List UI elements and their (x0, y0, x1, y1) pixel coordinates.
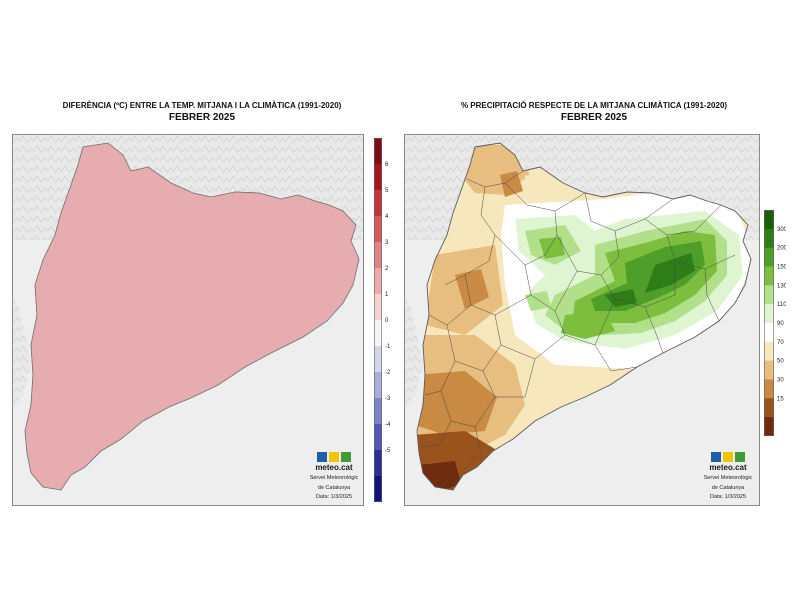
temperature-map-title-text: DIFERÈNCIA (ºC) ENTRE LA TEMP. MITJANA I… (62, 101, 342, 110)
temperature-legend: 6 5 4 3 2 1 0 -1 -2 -3 -4 -5 (374, 138, 394, 502)
temperature-legend-tick-label: -4 (385, 422, 391, 428)
temperature-legend-tick-label: 3 (385, 240, 389, 246)
logo-org-line2: de Catalunya (711, 484, 745, 491)
precipitation-legend-tick-label: 110 (777, 302, 786, 308)
temperature-map-title: DIFERÈNCIA (ºC) ENTRE LA TEMP. MITJANA I… (10, 100, 394, 124)
temperature-legend-swatch-4 (374, 242, 382, 269)
precipitation-legend-swatch-11 (764, 417, 774, 436)
precipitation-map-canvas (405, 135, 759, 505)
precipitation-legend-swatch-2 (764, 247, 774, 267)
precipitation-legend-swatch-1 (764, 228, 774, 249)
precipitation-legend-swatch-3 (764, 266, 774, 286)
temperature-legend-swatch-3 (374, 216, 382, 243)
temperature-legend-swatch-7 (374, 320, 382, 347)
temperature-legend-tick-label: -2 (385, 370, 391, 376)
precipitation-legend-tick-label: 90 (777, 321, 784, 327)
temperature-map-canvas (13, 135, 363, 505)
precipitation-legend-swatch-4 (764, 285, 774, 305)
precipitation-legend-tick-label: 50 (777, 359, 784, 365)
precipitation-legend-swatch-9 (764, 379, 774, 399)
precipitation-legend-frame (764, 210, 774, 436)
temperature-legend-tick-label: 5 (385, 188, 389, 194)
relief-west (13, 295, 31, 410)
meteocat-logo-temperature: meteo.cat Servei Meteorològic de Catalun… (302, 452, 366, 500)
temperature-legend-tick-label: -5 (385, 448, 391, 454)
precipitation-legend-swatch-5 (764, 304, 774, 324)
temperature-legend-tick-label: 2 (385, 266, 389, 272)
temperature-legend-frame (374, 138, 382, 502)
precipitation-legend-tick-label: 15 (777, 396, 784, 402)
precipitation-panel: % PRECIPITACIÓ RESPECTE DE LA MITJANA CL… (402, 100, 786, 508)
precipitation-legend-tick-label: 70 (777, 340, 784, 346)
temperature-legend-tick-label: -3 (385, 396, 391, 402)
precipitation-legend-swatch-6 (764, 323, 774, 343)
temperature-legend-swatch-6 (374, 294, 382, 321)
precipitation-legend-tick-label: 150 (777, 265, 786, 271)
meteocat-logo-icon (302, 452, 366, 462)
map-date: Data: 1/3/2025 (315, 494, 353, 500)
map-date: Data: 1/3/2025 (709, 494, 747, 500)
temperature-legend-tick-label: 0 (385, 318, 389, 324)
logo-org-line1: Servei Meteorològic (703, 475, 753, 481)
logo-brand-text: meteo.cat (315, 463, 353, 472)
temperature-map (12, 134, 364, 506)
precipitation-legend-swatch-7 (764, 341, 774, 362)
logo-org-line1: Servei Meteorològic (309, 475, 359, 481)
precipitation-legend-swatch-0 (764, 210, 774, 230)
logo-brand-text: meteo.cat (709, 463, 747, 472)
precipitation-legend-tick-label: 130 (777, 283, 786, 289)
temperature-legend-swatch-5 (374, 268, 382, 295)
precipitation-map-title-text: % PRECIPITACIÓ RESPECTE DE LA MITJANA CL… (460, 101, 728, 110)
temperature-legend-swatch-9 (374, 372, 382, 399)
temperature-colorbar: 6 5 4 3 2 1 0 -1 -2 -3 -4 -5 (374, 138, 391, 502)
temperature-legend-swatch-13 (374, 476, 382, 502)
precipitation-legend-tick-label: 200 (777, 246, 786, 252)
meteocat-logo-icon (696, 452, 760, 462)
catalonia-outline (416, 142, 752, 491)
temperature-legend-swatch-2 (374, 190, 382, 217)
temperature-legend-tick-label: 6 (385, 162, 389, 168)
precipitation-map-month: FEBRER 2025 (560, 112, 628, 123)
precipitation-legend-tick-label: 300 (777, 227, 786, 233)
temperature-legend-swatch-11 (374, 424, 382, 451)
temperature-legend-swatch-12 (374, 450, 382, 477)
temperature-legend-swatch-1 (374, 164, 382, 191)
precipitation-map-title: % PRECIPITACIÓ RESPECTE DE LA MITJANA CL… (402, 100, 786, 124)
relief-east (742, 165, 759, 201)
relief-west (405, 295, 423, 410)
logo-org-line2: de Catalunya (317, 484, 351, 491)
meteocat-logo-precipitation: meteo.cat Servei Meteorològic de Catalun… (696, 452, 760, 500)
temperature-legend-swatch-10 (374, 398, 382, 425)
precipitation-legend-swatch-8 (764, 360, 774, 380)
temperature-legend-swatch-0 (374, 138, 382, 165)
comarca-boundaries (420, 170, 736, 470)
temperature-legend-tick-label: -1 (385, 344, 391, 350)
temperature-legend-tick-label: 4 (385, 214, 389, 220)
precipitation-legend: 300 200 150 130 110 90 70 50 30 15 (764, 210, 786, 436)
precipitation-legend-tick-label: 30 (777, 378, 784, 384)
temperature-anomaly-panel: DIFERÈNCIA (ºC) ENTRE LA TEMP. MITJANA I… (10, 100, 394, 508)
precipitation-legend-swatch-10 (764, 398, 774, 418)
temperature-map-month: FEBRER 2025 (168, 112, 236, 123)
precipitation-map (404, 134, 760, 506)
temperature-legend-tick-label: 1 (385, 292, 389, 298)
relief-east (350, 165, 363, 201)
precipitation-colorbar: 300 200 150 130 110 90 70 50 30 15 (764, 210, 786, 436)
temperature-legend-swatch-8 (374, 346, 382, 373)
